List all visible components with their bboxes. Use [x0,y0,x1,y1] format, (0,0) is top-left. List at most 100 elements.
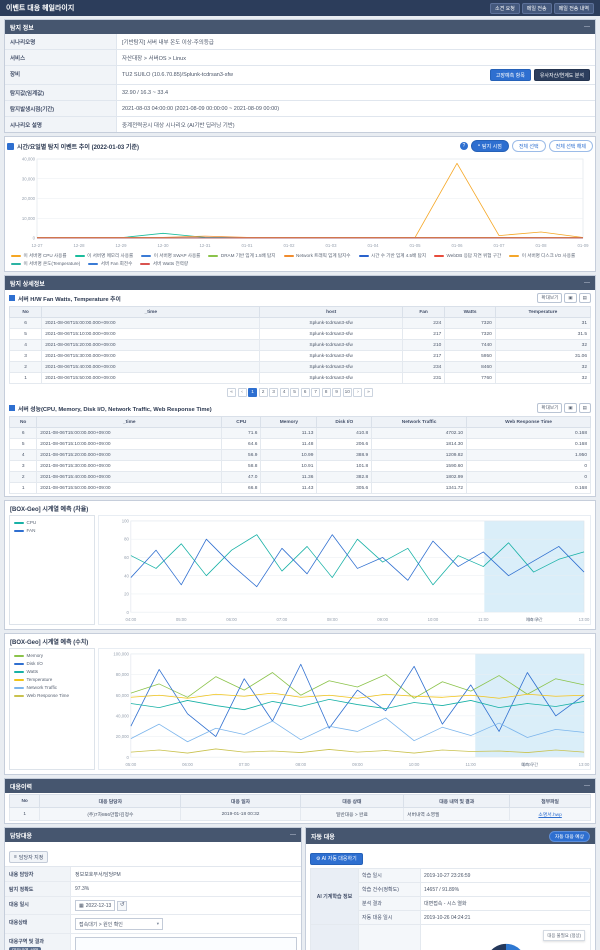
table-row[interactable]: 6 2021-08-06T15:00:00.000+09:00 71.6 11.… [10,428,591,439]
cell-no: 1 [10,808,40,821]
manual-response-panel: 담당대응 — ≡ 담당자 지정 내용 담당자 정보보호부서/담당PM 탐지 정확… [4,827,302,950]
similar-asset-analysis-button[interactable]: 유사자산/연계도 분석 [534,69,590,81]
cell-time: 2021-08-06T15:40:00.000+09:00 [37,472,222,483]
table-row[interactable]: 3 2021-08-06T15:30:00.000+09:00 58.8 10.… [10,461,591,472]
table-tool-button[interactable]: ▣ [564,293,576,303]
table-tool-button[interactable]: 확대보기 [537,293,562,303]
topbar-button[interactable]: 메일 전송 [522,3,552,14]
perf-table-tools: 확대보기▣▤ [537,403,591,413]
cell-temperature: 32 [495,362,590,373]
failure-predict-items-button[interactable]: 고장예측 항목 [490,69,531,81]
cell-host: Splunk-tcdrsan3-sfw [260,329,403,340]
table-row[interactable]: 1 (주)7차866만함/김정수 2019-01-18 00:32 일반대응 >… [10,808,591,821]
legend-item[interactable]: Network Traffic [14,685,90,690]
table-row[interactable]: 3 2021-08-06T15:30:00.000+09:00 Splunk-t… [10,351,591,362]
cell-time: 2021-08-06T15:50:00.000+09:00 [37,483,222,494]
legend-item[interactable]: 이 서버명 디스크 I/O 사용률 [509,253,575,259]
page-button[interactable]: ‹ [238,388,247,397]
collapse-icon[interactable]: — [584,783,590,789]
legend-item[interactable]: 시간 수 기반 임계 4.5배 탐지 [359,253,427,259]
ai-info-table: AI 기계학습 정보 학습 일시 2019-10-27 23:26:59 학습 … [310,868,591,950]
cell-no: 6 [10,428,37,439]
cell-cpu: 71.6 [222,428,261,439]
cell-network: 4702.10 [372,428,467,439]
select-all-button[interactable]: 전체 선택 [512,140,546,152]
info-label: 시나리오명 [5,34,117,49]
svg-text:07:00: 07:00 [277,617,288,622]
auto-response-predict-button[interactable]: 자동 대응 예상 [549,831,590,842]
table-row[interactable]: 5 2021-08-06T15:10:00.000+09:00 Splunk-t… [10,329,591,340]
topbar-button[interactable]: 메일 전송 내역 [554,3,594,14]
table-row[interactable]: 2 2021-08-06T15:40:00.000+09:00 47.0 11.… [10,472,591,483]
legend-item[interactable]: FAN [14,528,90,533]
legend-item[interactable]: Web Response Time [14,693,90,698]
table-tool-button[interactable]: ▤ [579,403,591,413]
response-status-select[interactable]: 접속대기 > 원인 확인 ▾ [75,918,163,930]
table-row[interactable]: 4 2021-08-06T15:20:00.000+09:00 56.9 10.… [10,450,591,461]
value-forecast-panel: [BOX-Geo] 시계열 예측 (수치) Memory Disk I/O [4,633,596,775]
legend-item[interactable]: CPU [14,520,90,525]
page-button[interactable]: 7 [311,388,320,397]
page-button[interactable]: 6 [301,388,310,397]
table-tool-button[interactable]: ▣ [564,403,576,413]
legend-item[interactable]: 이 서버명 SWAP 사용률 [141,253,200,259]
legend-item[interactable]: DRAM 기반 임계 1.5배 탐지 [208,253,275,259]
svg-text:05:00: 05:00 [126,762,137,767]
table-row[interactable]: 1 2021-08-06T15:50:00.000+09:00 66.8 11.… [10,483,591,494]
page-button[interactable]: › [353,388,362,397]
select-response-detail-button[interactable]: 대응내역 선택 [9,947,41,950]
help-icon[interactable]: ? [460,142,468,150]
pagination: «‹12345678910›» [5,386,595,400]
legend-item[interactable]: 이 서버명 CPU 사용률 [11,253,67,259]
deselect-all-button[interactable]: 전체 선택 해제 [549,140,593,152]
legend-item[interactable]: 이 서버명 온도(Temperature) [11,261,80,267]
page-button[interactable]: 10 [343,388,352,397]
collapse-icon[interactable]: — [584,24,590,30]
legend-item[interactable]: Memory [14,653,90,658]
table-tool-button[interactable]: ▤ [579,293,591,303]
donut-callout: 대응 불필요 (정상) [543,930,585,941]
cell-diskio: 305.6 [317,483,372,494]
response-result-textarea[interactable] [75,937,297,950]
response-date-input[interactable]: ▦ 2022-12-13 [75,900,115,911]
legend-item[interactable]: 서버 Watts 전력량 [140,261,188,267]
ai-run-row: ⚙ AI 자동 대응하기 [306,844,595,867]
legend-item[interactable]: 서버 Fan 회전수 [88,261,132,267]
legend-item[interactable]: WebDB 응답 지연 위험 구간 [434,253,501,259]
page-button[interactable]: 2 [259,388,268,397]
reset-date-button[interactable]: ↺ [117,901,127,911]
collapse-icon[interactable]: — [584,280,590,286]
table-row[interactable]: 1 2021-08-06T15:50:00.000+09:00 Splunk-t… [10,373,591,384]
page-button[interactable]: » [364,388,373,397]
page-button[interactable]: 5 [290,388,299,397]
svg-text:01-09: 01-09 [578,243,590,248]
cell-fan: 234 [402,362,444,373]
topbar-button[interactable]: 소견 요청 [490,3,520,14]
page-button[interactable]: 8 [322,388,331,397]
page-button[interactable]: 9 [332,388,341,397]
page-button[interactable]: 1 [248,388,257,397]
legend-item[interactable]: Watts [14,669,90,674]
svg-text:10:00: 10:00 [409,762,420,767]
legend-item[interactable]: Temperature [14,677,90,682]
svg-text:08:00: 08:00 [295,762,306,767]
legend-item[interactable]: Network 트래픽 임계 탐지수 [284,253,351,259]
legend-item[interactable]: 이 서버명 메모리 사용률 [75,253,134,259]
table-row[interactable]: 6 2021-08-06T15:00:00.000+09:00 Splunk-t… [10,318,591,329]
attachment-link[interactable]: 소명서.hwp [538,813,561,818]
page-button[interactable]: « [227,388,236,397]
assignee-chip[interactable]: ≡ 담당자 지정 [9,851,48,863]
table-row[interactable]: 2 2021-08-06T15:40:00.000+09:00 Splunk-t… [10,362,591,373]
table-row[interactable]: 5 2021-08-06T15:10:00.000+09:00 64.6 11.… [10,439,591,450]
table-tool-button[interactable]: 확대보기 [537,403,562,413]
ai-auto-response-button[interactable]: ⚙ AI 자동 대응하기 [310,853,363,865]
legend-label: 서버 Watts 전력량 [153,261,188,267]
cell-cpu: 47.0 [222,472,261,483]
page-button[interactable]: 3 [269,388,278,397]
detect-time-pill-button[interactable]: ● 탐지 시점 [471,140,509,152]
trend-chart-panel: 시간/요일별 탐지 이벤트 추이 (2022-01-03 기준) ? ● 탐지 … [4,136,596,272]
collapse-icon[interactable]: — [290,832,296,838]
table-row[interactable]: 4 2021-08-06T15:20:00.000+09:00 Splunk-t… [10,340,591,351]
legend-item[interactable]: Disk I/O [14,661,90,666]
page-button[interactable]: 4 [280,388,289,397]
